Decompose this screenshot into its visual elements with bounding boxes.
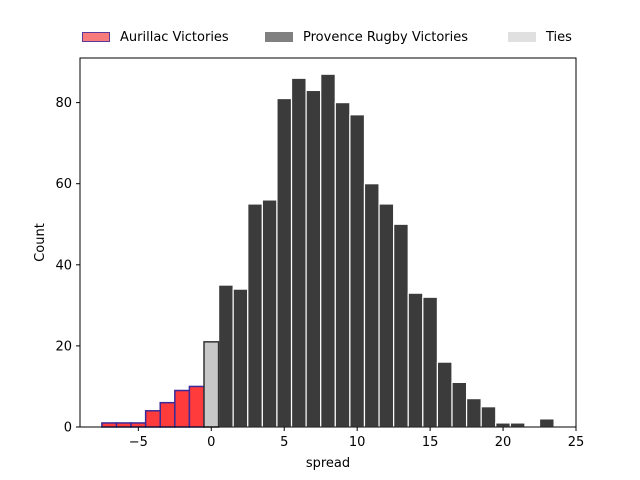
bar-provence-5 xyxy=(276,97,293,428)
bar-ties-0 xyxy=(203,341,220,428)
bar-provence-7 xyxy=(305,89,322,428)
legend-swatch-provence xyxy=(265,32,293,42)
x-tick-label: 25 xyxy=(568,435,585,450)
chart-legend: Aurillac Victories Provence Rugby Victor… xyxy=(82,27,582,47)
x-tick-label: 0 xyxy=(207,435,215,450)
bar-provence-17 xyxy=(451,381,468,428)
bar-provence-21 xyxy=(509,422,526,428)
x-axis-label: spread xyxy=(306,456,350,471)
legend-swatch-aurillac xyxy=(82,32,110,42)
legend-item-aurillac: Aurillac Victories xyxy=(82,27,229,47)
bar-aurillac--2 xyxy=(174,389,191,428)
y-tick-label: 0 xyxy=(64,421,72,436)
bar-aurillac--6 xyxy=(115,422,132,428)
bar-provence-14 xyxy=(407,292,424,428)
bar-provence-11 xyxy=(363,183,380,428)
y-axis-ticks: 0 20 40 60 80 xyxy=(55,96,80,436)
bar-aurillac--5 xyxy=(130,422,147,428)
bar-provence-18 xyxy=(465,398,482,428)
bar-aurillac--7 xyxy=(101,422,118,428)
x-tick-label: 20 xyxy=(495,435,512,450)
y-tick-label: 60 xyxy=(55,177,72,192)
bar-provence-4 xyxy=(261,199,278,428)
bar-provence-12 xyxy=(378,203,395,428)
x-tick-label: −5 xyxy=(129,435,148,450)
bar-provence-8 xyxy=(320,73,336,428)
x-axis-ticks: −5 0 5 10 15 20 25 xyxy=(129,427,585,450)
legend-item-provence: Provence Rugby Victories xyxy=(265,27,468,47)
legend-item-ties: Ties xyxy=(508,27,572,47)
x-tick-label: 15 xyxy=(422,435,439,450)
legend-swatch-ties xyxy=(508,32,536,42)
bar-provence-9 xyxy=(334,102,351,428)
legend-label-provence: Provence Rugby Victories xyxy=(303,29,468,45)
x-tick-label: 5 xyxy=(280,435,288,450)
bar-provence-6 xyxy=(290,77,307,428)
bar-provence-23 xyxy=(538,418,555,428)
y-tick-label: 80 xyxy=(55,96,72,111)
bar-provence-19 xyxy=(480,406,497,428)
bar-provence-20 xyxy=(495,422,511,428)
bar-provence-16 xyxy=(436,361,453,428)
histogram-bars xyxy=(101,73,555,428)
x-tick-label: 10 xyxy=(349,435,366,450)
legend-label-ties: Ties xyxy=(546,29,572,45)
bar-provence-13 xyxy=(393,223,409,428)
bar-provence-3 xyxy=(247,203,263,428)
bar-provence-1 xyxy=(217,284,234,428)
bar-aurillac--4 xyxy=(144,410,161,428)
plot-area-frame xyxy=(79,57,577,428)
bar-provence-15 xyxy=(422,296,439,428)
y-tick-label: 40 xyxy=(55,258,72,273)
bar-provence-10 xyxy=(349,114,366,428)
y-axis-label: Count xyxy=(33,223,48,262)
bar-aurillac--3 xyxy=(159,401,176,428)
bar-aurillac--1 xyxy=(188,385,205,428)
legend-label-aurillac: Aurillac Victories xyxy=(120,29,229,45)
y-tick-label: 20 xyxy=(55,339,72,354)
bar-provence-2 xyxy=(232,288,249,428)
